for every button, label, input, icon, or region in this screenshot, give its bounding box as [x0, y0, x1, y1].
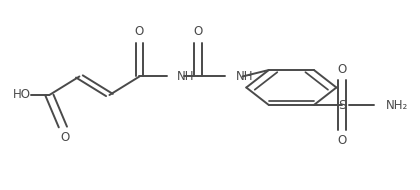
Text: S: S	[338, 99, 346, 112]
Text: NH₂: NH₂	[386, 99, 408, 112]
Text: O: O	[60, 131, 70, 144]
Text: O: O	[135, 25, 144, 38]
Text: NH: NH	[177, 70, 194, 83]
Text: HO: HO	[13, 89, 31, 101]
Text: O: O	[338, 63, 347, 76]
Text: O: O	[338, 134, 347, 147]
Text: NH: NH	[236, 70, 253, 83]
Text: O: O	[193, 25, 202, 38]
